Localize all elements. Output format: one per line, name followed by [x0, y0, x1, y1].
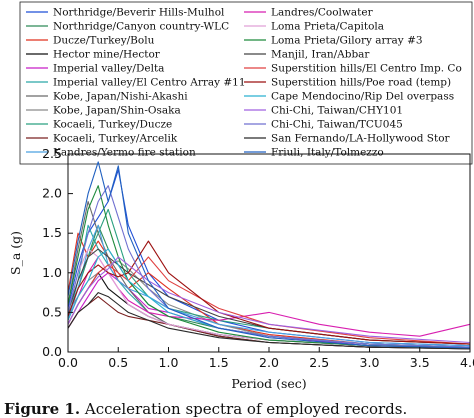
- legend-entry: Kobe, Japan/Nishi-Akashi: [53, 91, 188, 103]
- x-tick-label: 3.0: [360, 355, 380, 370]
- series-line: [67, 232, 471, 348]
- series-line: [67, 224, 471, 348]
- legend: Northridge/Beverir Hills-Mulhol Northridg…: [19, 1, 473, 165]
- x-axis-label: Period (sec): [231, 376, 306, 391]
- figure-caption-label: Figure 1.: [4, 400, 81, 418]
- series-line: [67, 185, 471, 348]
- y-tick-label: 1.5: [42, 225, 62, 240]
- series-line: [67, 248, 471, 349]
- y-tick-label: 2.5: [42, 146, 62, 161]
- x-tick-label: 0.5: [108, 355, 128, 370]
- legend-entry: Imperial valley/El Centro Array #11: [53, 77, 246, 89]
- legend-entry: Kocaeli, Turkey/Ducze: [53, 119, 172, 131]
- series-line: [67, 185, 471, 349]
- legend-entry: Loma Prieta/Capitola: [271, 21, 384, 33]
- axes: 0.0 0.5 1.0 1.5 2.0 2.5 3.0 3.5 4.0 0.0 0.5 1.0 1.5 2…: [8, 146, 474, 391]
- legend-entry: Manjil, Iran/Abbar: [271, 49, 370, 61]
- legend-entry: Landres/Coolwater: [271, 7, 374, 19]
- x-tick-label: 2.0: [259, 355, 279, 370]
- series-line: [67, 224, 471, 350]
- legend-entry: Superstition hills/El Centro Imp. Co: [271, 63, 462, 75]
- legend-entry: Chi-Chi, Taiwan/CHY101: [271, 105, 403, 117]
- y-axis-label: S_a (g): [8, 231, 23, 275]
- legend-entry: Ducze/Turkey/Bolu: [53, 35, 155, 47]
- legend-entry: Friuli, Italy/Tolmezzo: [271, 147, 384, 159]
- x-tick-label: 4.0: [460, 355, 474, 370]
- legend-frame: [19, 1, 473, 165]
- legend-entry: Northridge/Beverir Hills-Mulhol: [53, 7, 225, 19]
- y-tick-label: 1.0: [42, 265, 62, 280]
- legend-entry: Imperial valley/Delta: [53, 63, 164, 75]
- x-tick-label: 0.0: [58, 355, 78, 370]
- axes-frame: [67, 153, 471, 353]
- legend-entry: Chi-Chi, Taiwan/TCU045: [271, 119, 403, 131]
- y-tick-label: 0.0: [42, 344, 62, 359]
- legend-entry: Kocaeli, Turkey/Arcelik: [53, 133, 178, 145]
- acceleration-spectra-chart: Northridge/Beverir Hills-Mulhol Northridg…: [8, 1, 474, 391]
- y-tick-label: 2.0: [42, 186, 62, 201]
- series-line: [67, 292, 471, 350]
- x-tick-label: 1.5: [209, 355, 229, 370]
- legend-entry: Loma Prieta/Gilory array #3: [271, 35, 423, 47]
- legend-entry: San Fernando/LA-Hollywood Stor: [271, 133, 451, 145]
- legend-entry: Northridge/Canyon country-WLC: [53, 21, 229, 33]
- series-line: [67, 248, 471, 345]
- legend-entry: Superstition hills/Poe road (temp): [271, 77, 451, 89]
- series-line: [67, 169, 471, 347]
- legend-entry: Cape Mendocino/Rip Del overpass: [271, 91, 454, 103]
- legend-entry: Kandres/Yermo fire station: [53, 147, 196, 159]
- x-tick-label: 1.0: [159, 355, 179, 370]
- figure-caption: Figure 1. Acceleration spectra of employ…: [4, 400, 407, 418]
- series-line: [67, 161, 471, 349]
- legend-entry: Kobe, Japan/Shin-Osaka: [53, 105, 181, 117]
- series-line: [67, 240, 471, 345]
- x-tick-label: 2.5: [309, 355, 329, 370]
- y-tick-label: 0.5: [42, 304, 62, 319]
- figure-caption-text: Acceleration spectra of employed records…: [84, 400, 408, 418]
- plot-area: [67, 161, 471, 350]
- legend-entry: Hector mine/Hector: [53, 49, 161, 61]
- x-tick-label: 3.5: [410, 355, 430, 370]
- series-line: [67, 256, 471, 337]
- series-line: [67, 256, 471, 344]
